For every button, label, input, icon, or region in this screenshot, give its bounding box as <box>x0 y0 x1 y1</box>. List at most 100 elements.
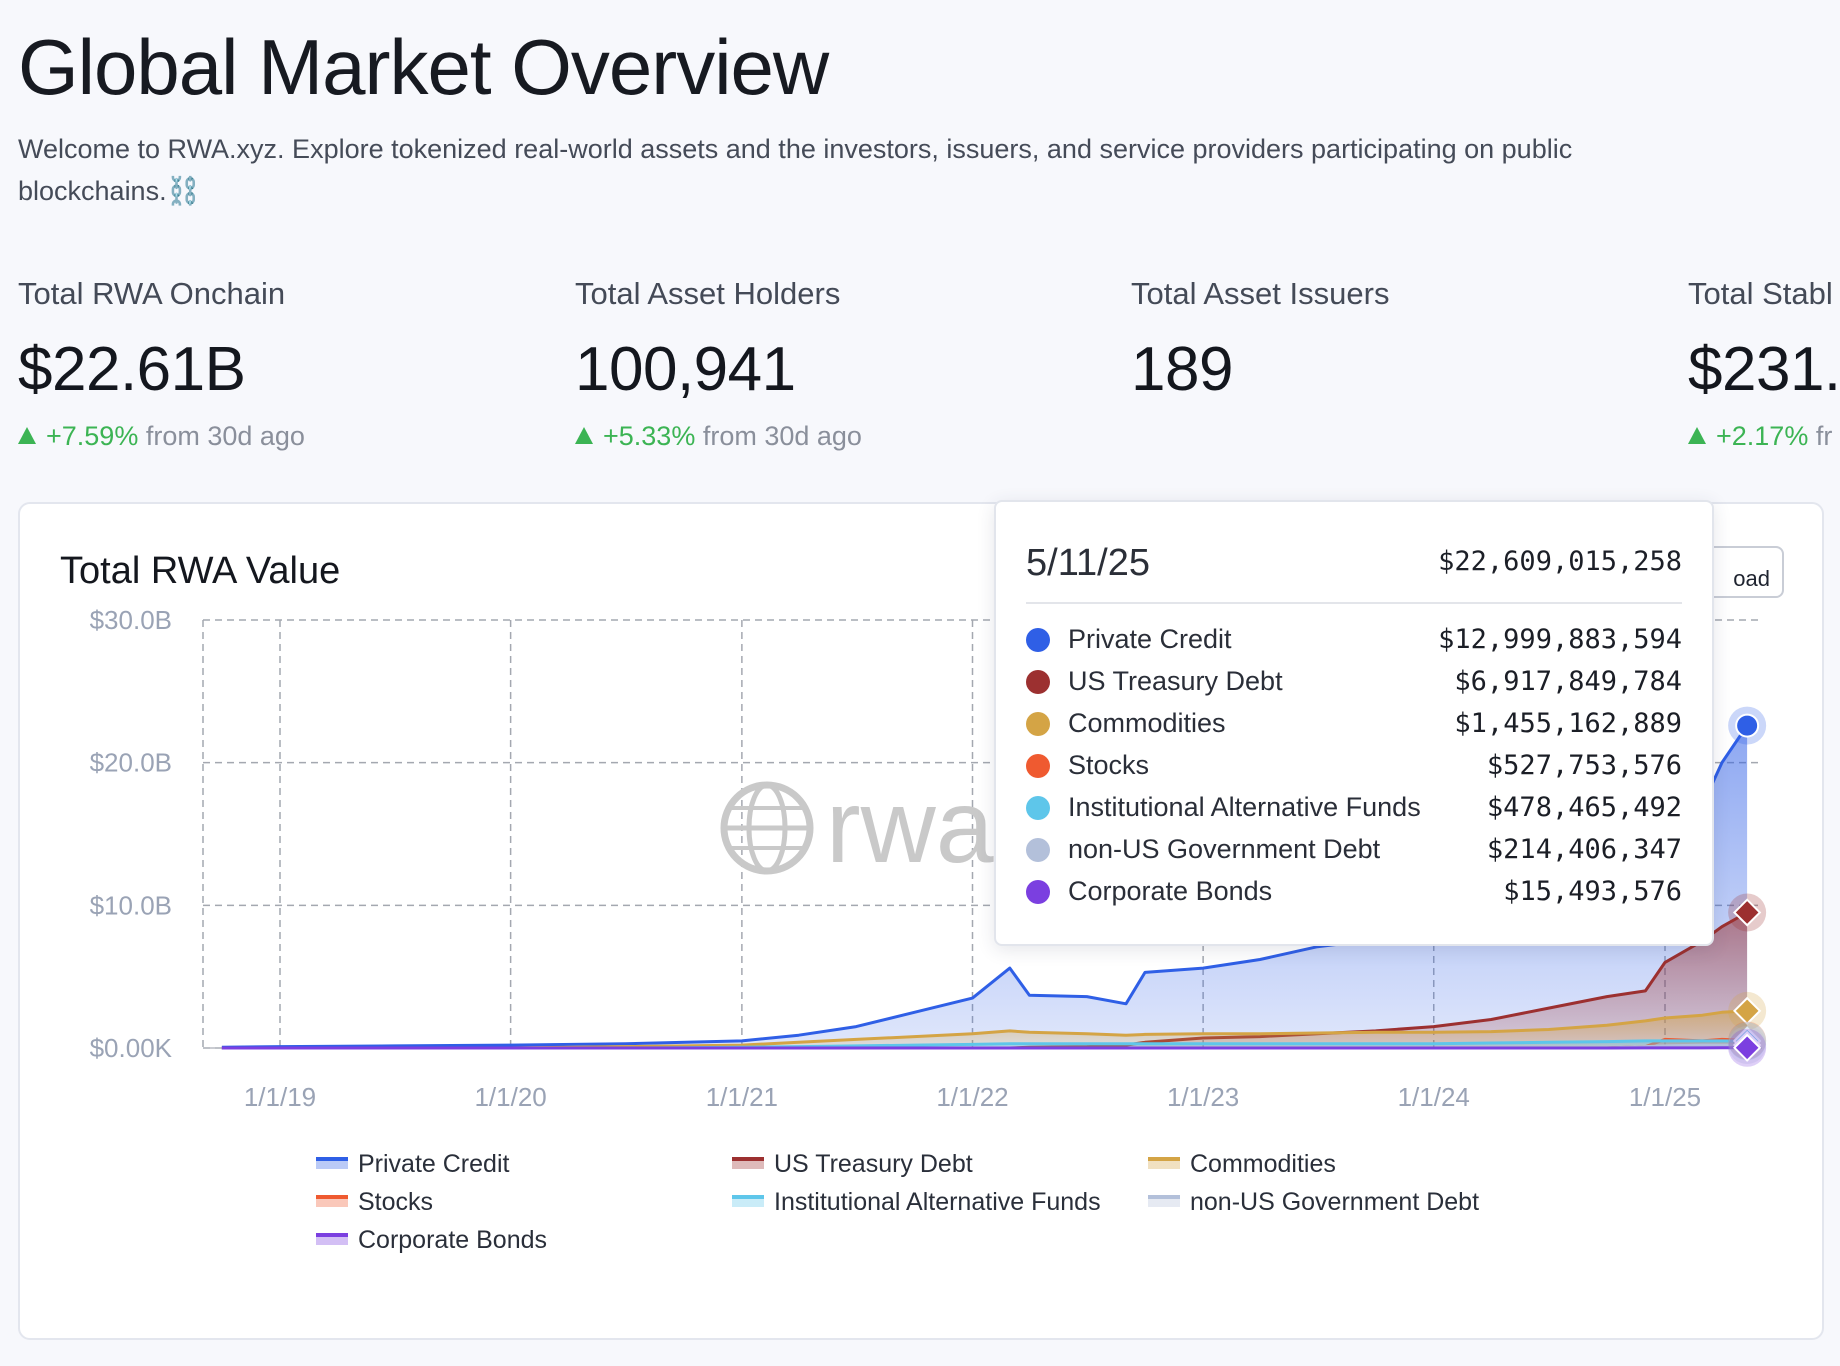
triangle-up-icon <box>1688 427 1706 444</box>
legend-item[interactable]: Institutional Alternative Funds <box>732 1188 1101 1217</box>
x-tick-label: 1/1/25 <box>1629 1082 1701 1112</box>
tooltip-date: 5/11/25 <box>1026 542 1150 584</box>
legend-item[interactable]: Private Credit <box>316 1150 509 1179</box>
chart-tooltip: 5/11/25 $22,609,015,258 Private Credit $1… <box>994 500 1714 946</box>
legend-label: Corporate Bonds <box>358 1226 548 1254</box>
y-tick-label: $30.0B <box>90 605 172 635</box>
stat-total-rwa-onchain: Total RWA Onchain $22.61B +7.59% from 30… <box>18 276 305 452</box>
legend-item[interactable]: Commodities <box>1148 1150 1336 1179</box>
triangle-up-icon <box>18 427 36 444</box>
tooltip-row: Corporate Bonds $15,493,576 <box>1026 872 1682 912</box>
x-tick-label: 1/1/22 <box>936 1082 1008 1112</box>
tooltip-series-name: non-US Government Debt <box>1068 834 1381 864</box>
x-tick-label: 1/1/23 <box>1167 1082 1239 1112</box>
legend-swatch <box>1148 1157 1180 1169</box>
chart-watermark: rwa <box>720 769 994 885</box>
tooltip-series-name: Commodities <box>1068 708 1226 738</box>
tooltip-row: Stocks $527,753,576 <box>1026 746 1682 786</box>
stat-delta-value: +5.33% <box>603 421 696 451</box>
x-tick-label: 1/1/21 <box>706 1082 778 1112</box>
legend-swatch <box>732 1195 764 1207</box>
stat-delta-suffix: from 30d ago <box>702 421 862 451</box>
legend-label: Stocks <box>358 1188 434 1216</box>
stat-delta-value: +2.17% <box>1716 421 1809 451</box>
legend-swatch <box>1148 1195 1180 1207</box>
legend-swatch <box>316 1195 348 1207</box>
x-tick-label: 1/1/24 <box>1398 1082 1470 1112</box>
stat-label: Total RWA Onchain <box>18 276 286 311</box>
stat-value: $231. <box>1688 335 1840 404</box>
x-tick-label: 1/1/19 <box>244 1082 316 1112</box>
legend-item[interactable]: non-US Government Debt <box>1148 1188 1479 1217</box>
tooltip-series-value: $478,465,492 <box>1486 792 1682 823</box>
y-tick-label: $10.0B <box>90 890 172 920</box>
tooltip-row: Commodities $1,455,162,889 <box>1026 704 1682 744</box>
tooltip-series-value: $15,493,576 <box>1503 876 1682 907</box>
series-area-private-credit <box>221 725 1748 1048</box>
end-marker-diamond <box>1732 1033 1762 1062</box>
chart-axes: $0.00K $10.0B $20.0B $30.0B 1/1/19 1/1/20 1/1/… <box>90 605 1702 1112</box>
end-marker-diamond <box>1732 898 1762 927</box>
stat-total-asset-holders: Total Asset Holders 100,941 +5.33% from … <box>575 276 862 452</box>
tooltip-row: Private Credit $12,999,883,594 <box>1026 620 1682 660</box>
stat-label: Total Asset Issuers <box>1131 276 1390 311</box>
y-tick-label: $0.00K <box>90 1033 173 1063</box>
series-dot <box>1026 628 1050 652</box>
tooltip-series-name: Institutional Alternative Funds <box>1068 792 1421 822</box>
tooltip-series-name: Private Credit <box>1068 624 1232 654</box>
tooltip-series-name: Corporate Bonds <box>1068 876 1273 906</box>
intro-text: Welcome to RWA.xyz. Explore tokenized re… <box>18 134 1573 206</box>
end-marker-dot <box>1735 713 1760 738</box>
series-area-commodities <box>221 1010 1748 1048</box>
series-dot <box>1026 754 1050 778</box>
chart-title: Total RWA Value <box>60 550 341 592</box>
stat-delta-suffix: fr <box>1815 421 1833 451</box>
legend-swatch <box>732 1157 764 1169</box>
series-dot <box>1026 670 1050 694</box>
stat-value: 189 <box>1131 335 1233 404</box>
chart-end-markers <box>1728 706 1767 1067</box>
legend-label: US Treasury Debt <box>774 1150 973 1178</box>
triangle-up-icon <box>575 427 593 444</box>
page-title: Global Market Overview <box>18 23 829 111</box>
globe-icon <box>720 781 814 875</box>
series-dot <box>1026 880 1050 904</box>
tooltip-row: non-US Government Debt $214,406,347 <box>1026 830 1682 870</box>
end-marker-diamond <box>1732 996 1762 1026</box>
chart-series <box>221 724 1749 1050</box>
legend-swatch <box>316 1157 348 1169</box>
tooltip-series-value: $527,753,576 <box>1486 750 1682 781</box>
legend-item[interactable]: Stocks <box>316 1188 433 1217</box>
legend-item[interactable]: US Treasury Debt <box>732 1150 973 1179</box>
tooltip-series-value: $6,917,849,784 <box>1454 666 1682 697</box>
y-tick-label: $20.0B <box>90 748 172 778</box>
stat-value: $22.61B <box>18 335 246 404</box>
stat-delta: +7.59% from 30d ago <box>18 421 305 452</box>
tooltip-series-name: US Treasury Debt <box>1068 666 1283 696</box>
legend-label: Private Credit <box>358 1150 510 1178</box>
stat-delta: +5.33% from 30d ago <box>575 421 862 452</box>
tooltip-series-name: Stocks <box>1068 750 1150 780</box>
tooltip-divider <box>1026 602 1682 604</box>
series-dot <box>1026 796 1050 820</box>
stat-total-asset-issuers: Total Asset Issuers 189 <box>1131 276 1389 405</box>
series-line-commodities <box>221 1009 1748 1050</box>
legend-label: non-US Government Debt <box>1190 1188 1480 1216</box>
legend-swatch <box>316 1233 348 1245</box>
legend-label: Institutional Alternative Funds <box>774 1188 1101 1216</box>
x-tick-label: 1/1/20 <box>474 1082 546 1112</box>
stat-delta-value: +7.59% <box>46 421 139 451</box>
legend-item[interactable]: Corporate Bonds <box>316 1226 547 1255</box>
legend-label: Commodities <box>1190 1150 1336 1178</box>
series-dot <box>1026 712 1050 736</box>
tooltip-series-value: $214,406,347 <box>1486 834 1682 865</box>
stat-label: Total Asset Holders <box>575 276 841 311</box>
stat-label: Total Stabl <box>1688 276 1833 311</box>
stat-value: 100,941 <box>575 335 796 404</box>
series-dot <box>1026 838 1050 862</box>
stat-delta-suffix: from 30d ago <box>145 421 305 451</box>
tooltip-series-value: $1,455,162,889 <box>1454 708 1682 739</box>
tooltip-row: Institutional Alternative Funds $478,465,… <box>1026 788 1682 828</box>
tooltip-series-value: $12,999,883,594 <box>1438 624 1682 655</box>
tooltip-total: $22,609,015,258 <box>1438 546 1682 577</box>
